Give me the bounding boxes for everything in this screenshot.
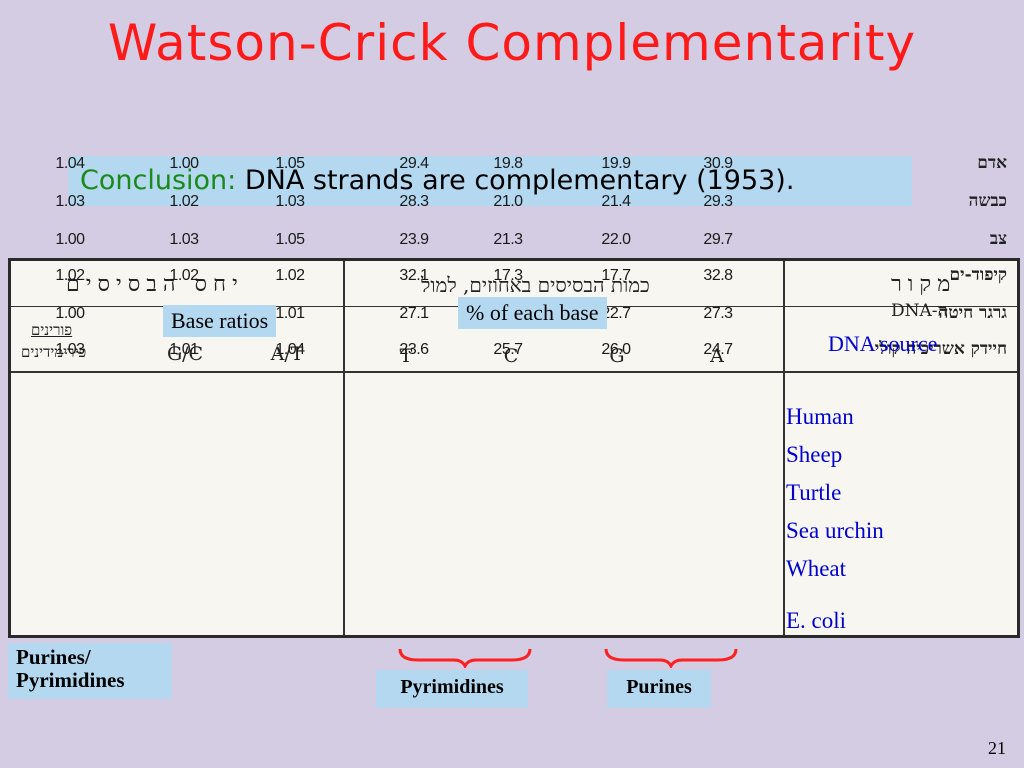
cell-g-percent: 21.4 bbox=[601, 193, 631, 210]
source-e-coli: E. coli bbox=[786, 608, 847, 633]
hebrew-source-name: צב bbox=[989, 229, 1007, 249]
purines-pyrimidines-line2: Pyrimidines bbox=[16, 668, 125, 692]
conclusion-label: Conclusion: bbox=[80, 165, 237, 196]
hebrew-source-name: אדם bbox=[977, 153, 1007, 173]
cell-purine-pyrimidine-ratio: 1.00 bbox=[55, 305, 85, 322]
slide-title: Watson-Crick Complementarity bbox=[107, 14, 917, 72]
cell-a-percent: 32.8 bbox=[703, 267, 733, 284]
cell-gc-ratio: 1.02 bbox=[169, 267, 199, 284]
conclusion-box: Conclusion: DNA strands are complementar… bbox=[68, 156, 912, 206]
source-sheep: Sheep bbox=[786, 442, 843, 467]
t-column-header: T bbox=[399, 345, 413, 367]
purines-pyrimidines-label: Purines/ Pyrimidines bbox=[8, 643, 172, 699]
cell-c-percent: 25.7 bbox=[493, 341, 523, 358]
hebrew-source-sub: ה-DNA bbox=[891, 301, 948, 321]
cell-g-percent: 19.9 bbox=[601, 155, 631, 172]
table-divider bbox=[343, 261, 345, 635]
hebrew-source-name: כבשה bbox=[968, 191, 1007, 211]
cell-at-ratio: 1.02 bbox=[275, 267, 305, 284]
cell-gc-ratio: 1.02 bbox=[169, 193, 199, 210]
cell-c-percent: 21.3 bbox=[493, 231, 523, 248]
cell-purine-pyrimidine-ratio: 1.00 bbox=[55, 231, 85, 248]
cell-purine-pyrimidine-ratio: 1.02 bbox=[55, 267, 85, 284]
source-turtle: Turtle bbox=[786, 480, 842, 505]
cell-c-percent: 17.3 bbox=[493, 267, 523, 284]
hebrew-pyrimidines-label: פירימידינים bbox=[21, 343, 87, 361]
cell-gc-ratio: 1.00 bbox=[169, 155, 199, 172]
hebrew-source-name: חיידק אשריכיה קולי bbox=[874, 339, 1007, 359]
cell-a-percent: 29.3 bbox=[703, 193, 733, 210]
source-wheat: Wheat bbox=[786, 556, 847, 581]
cell-c-percent: 19.8 bbox=[493, 155, 523, 172]
cell-purine-pyrimidine-ratio: 1.03 bbox=[55, 193, 85, 210]
gc-column-header: G/C bbox=[166, 343, 204, 365]
cell-at-ratio: 1.05 bbox=[275, 231, 305, 248]
cell-purine-pyrimidine-ratio: 1.04 bbox=[55, 155, 85, 172]
at-column-header: A/T bbox=[270, 343, 304, 365]
cell-g-percent: 22.0 bbox=[601, 231, 631, 248]
cell-t-percent: 23.9 bbox=[399, 231, 429, 248]
cell-g-percent: 26.0 bbox=[601, 341, 631, 358]
cell-g-percent: 17.7 bbox=[601, 267, 631, 284]
pyrimidines-label: Pyrimidines bbox=[376, 670, 528, 708]
cell-at-ratio: 1.05 bbox=[275, 155, 305, 172]
hebrew-source-name: גרגר חיטה bbox=[938, 303, 1007, 323]
cell-purine-pyrimidine-ratio: 1.03 bbox=[55, 341, 85, 358]
purines-pyrimidines-line1: Purines/ bbox=[16, 645, 91, 669]
cell-at-ratio: 1.03 bbox=[275, 193, 305, 210]
hebrew-purines-label: פורינים bbox=[31, 321, 73, 339]
hebrew-ratio-header: יחס הבסיסים bbox=[66, 272, 244, 297]
purines-brace bbox=[604, 648, 738, 668]
purines-label: Purines bbox=[607, 670, 711, 708]
cell-g-percent: 22.7 bbox=[601, 305, 631, 322]
cell-t-percent: 32.1 bbox=[399, 267, 429, 284]
cell-a-percent: 30.9 bbox=[703, 155, 733, 172]
hebrew-source-header: מקור bbox=[891, 272, 957, 297]
conclusion-text: DNA strands are complementary (1953). bbox=[244, 165, 795, 196]
c-column-header: C bbox=[503, 345, 519, 367]
cell-c-percent: 21.0 bbox=[493, 193, 523, 210]
cell-a-percent: 27.3 bbox=[703, 305, 733, 322]
cell-t-percent: 29.4 bbox=[399, 155, 429, 172]
table-divider bbox=[783, 261, 785, 635]
cell-at-ratio: 1.04 bbox=[275, 341, 305, 358]
cell-a-percent: 24.7 bbox=[703, 341, 733, 358]
g-column-header: G bbox=[609, 345, 625, 367]
source-sea-urchin: Sea urchin bbox=[786, 518, 884, 543]
hebrew-source-name: קיפוד-ים bbox=[949, 265, 1007, 285]
source-human: Human bbox=[786, 404, 854, 429]
cell-at-ratio: 1.01 bbox=[275, 305, 305, 322]
table-divider bbox=[11, 371, 1017, 373]
dna-source-label: DNA source bbox=[828, 331, 938, 356]
a-column-header: A bbox=[710, 345, 724, 367]
page-number: 21 bbox=[988, 738, 1006, 758]
cell-gc-ratio: 1.01 bbox=[169, 341, 199, 358]
cell-t-percent: 23.6 bbox=[399, 341, 429, 358]
cell-gc-ratio: 1.03 bbox=[169, 231, 199, 248]
cell-t-percent: 28.3 bbox=[399, 193, 429, 210]
cell-t-percent: 27.1 bbox=[399, 305, 429, 322]
hebrew-amount-header: כמות הבסיסים באחוזים, למול bbox=[421, 273, 650, 297]
pyrimidines-brace bbox=[398, 648, 532, 668]
percent-each-base-label: % of each base bbox=[458, 297, 607, 329]
base-ratios-label: Base ratios bbox=[163, 305, 277, 337]
cell-a-percent: 29.7 bbox=[703, 231, 733, 248]
